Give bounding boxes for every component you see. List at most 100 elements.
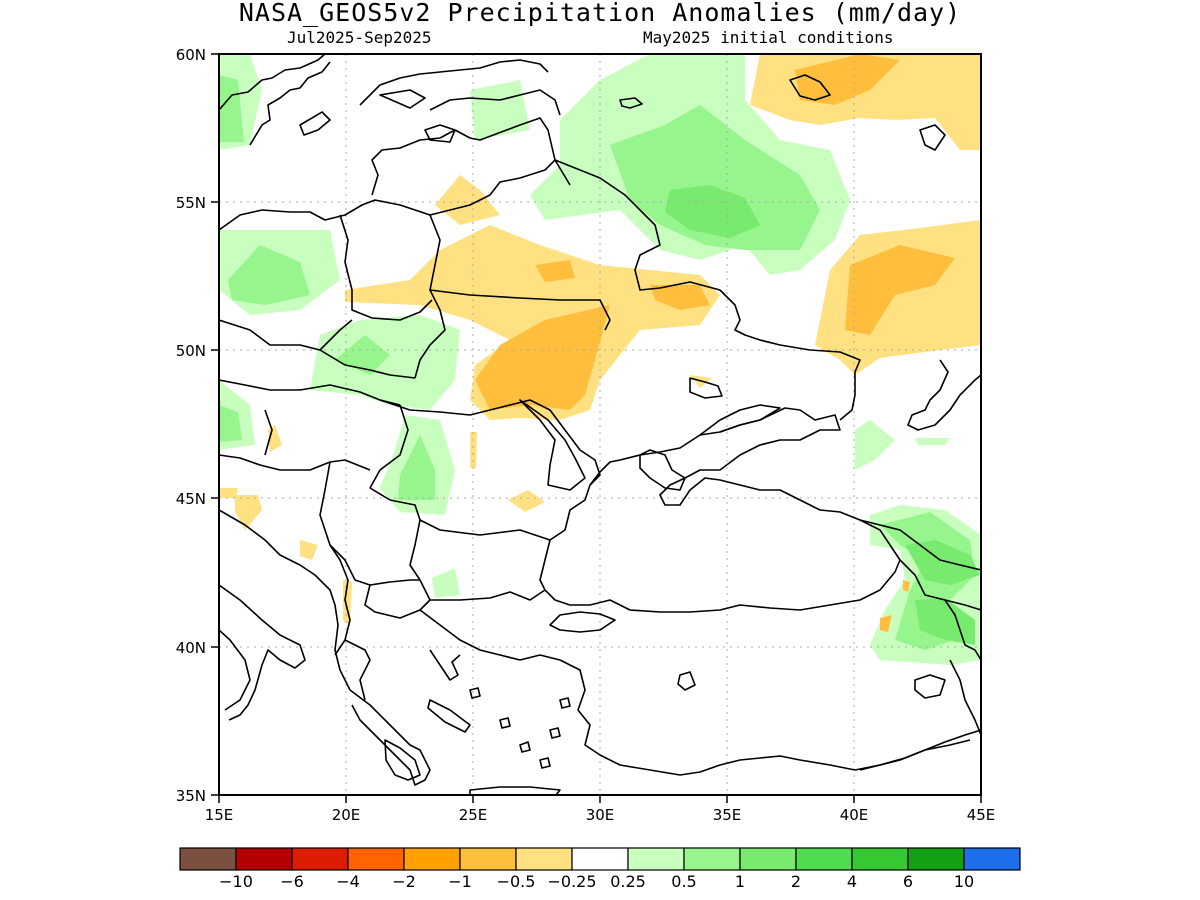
lat-label: 50N [176,342,206,360]
colorbar-swatch [571,847,629,871]
italy-heel [219,629,251,711]
romania-bulgaria-border [369,487,551,541]
colorbar-label: 1 [735,872,745,891]
colorbar-label: 4 [847,872,857,891]
iran-turkey-border [949,659,981,736]
lake-van [914,674,946,699]
baltic-states-coast [371,117,571,196]
dry-anomaly-romania-sliver [470,432,477,468]
germany-poland-coast [219,199,431,231]
lon-label: 40E [840,806,869,824]
armenia-border [944,599,981,661]
colorbar-label: −0.25 [547,872,596,891]
germany-czech-border [219,319,353,351]
initial-conditions: May2025 initial conditions [643,28,894,47]
austria-border [219,379,401,406]
lon-label: 15E [205,806,234,824]
dry-anomaly-lithuania [435,175,500,225]
wet-anomaly-caucasus-north [855,420,895,470]
graticule [219,54,981,795]
dry-anomaly-georgia-sliver [903,580,910,592]
colorbar-swatch [627,847,685,871]
black-sea-coast [544,407,901,613]
dry-anomaly-belarus-core [535,260,575,282]
colorbar-label: 6 [903,872,913,891]
poland-east-border [414,289,446,379]
lon-label: 20E [332,806,361,824]
colorbar-swatch [347,847,405,871]
greece-albania-border [344,639,371,701]
wet-anomaly-northwest-core [219,75,244,142]
colorbar-swatch [683,847,741,871]
wet-anomaly-baltic [470,80,530,140]
dry-anomaly-turkey-spot [880,615,892,632]
lon-label: 30E [586,806,615,824]
lon-label: 45E [967,806,996,824]
dry-anomaly-bosnia [300,540,318,560]
lat-label: 40N [176,639,206,657]
wet-anomaly-russia-core [610,105,820,250]
moldova-outline [519,399,586,491]
turkey-south-coast [649,755,856,776]
colorbar-swatch [235,847,293,871]
anomaly-shading [219,54,981,665]
colorbar-label: 0.25 [610,872,646,891]
estonia-coast [429,89,561,116]
colorbar-swatch [795,847,853,871]
croatia-serbia-border [319,461,356,581]
alps-border [219,454,371,471]
colorbar-label: 10 [954,872,974,891]
serbia-bulgaria-border [354,579,420,586]
caspian-coast [907,359,981,431]
euboea [427,699,471,733]
wet-anomaly-alps-core [219,405,242,442]
north-macedonia [364,584,431,619]
colorbar-label: 2 [791,872,801,891]
dry-anomaly-northeast-core [795,54,900,105]
colorbar-label: 0.5 [671,872,696,891]
colorbar-swatch [739,847,797,871]
peloponnese [384,739,421,781]
belarus-south-border [429,214,611,331]
forecast-period: Jul2025-Sep2025 [287,28,432,47]
colorbar: −10 −6 −4 −2 −1 −0.5 −0.25 0.25 0.5 1 2 4 6 10 [179,847,1021,891]
hungary-romania-border [369,404,409,489]
wet-anomaly-poland-core [228,245,310,305]
sea-of-azov [699,404,781,436]
lat-label: 60N [176,46,206,64]
lon-label: 25E [459,806,488,824]
scandinavia-coast [219,54,326,111]
azov-north-coast [689,377,723,399]
colorbar-label: −0.5 [497,872,536,891]
dry-anomaly-adriatic [219,488,238,498]
lat-label: 45N [176,490,206,508]
germany-poland-border [339,214,433,321]
turkey-syria-border [854,739,971,771]
bulgaria-black-sea-coast [539,539,551,591]
wet-anomaly-caucasus-strong [905,540,980,585]
wet-anomaly-caucasus-small [915,438,950,445]
dry-anomaly-montenegro [343,580,352,625]
lake-onega [789,74,831,101]
lake-ladoga [619,97,643,109]
dry-anomaly-bryansk-core [650,285,710,310]
colorbar-swatch [291,847,349,871]
cyprus-edge [859,729,981,771]
sweden-east-coast [249,61,331,146]
lake-tuz [677,671,696,691]
colorbar-swatch [403,847,461,871]
crete [469,786,561,795]
ukraine-russia-border [719,289,861,421]
colorbar-label: −2 [392,872,416,891]
gotland-island [299,111,331,136]
aegean-north-coast [419,609,541,661]
romania-east [549,484,591,541]
finland-south-coast [359,59,549,106]
czech-slovakia-border [319,349,416,379]
georgia-turkey-border [899,559,981,611]
wet-anomaly-bulgaria [432,568,460,598]
colorbar-swatch [963,847,1021,871]
caucasus-russia-georgia-border [859,519,981,571]
slovakia-hungary-border [379,399,511,416]
